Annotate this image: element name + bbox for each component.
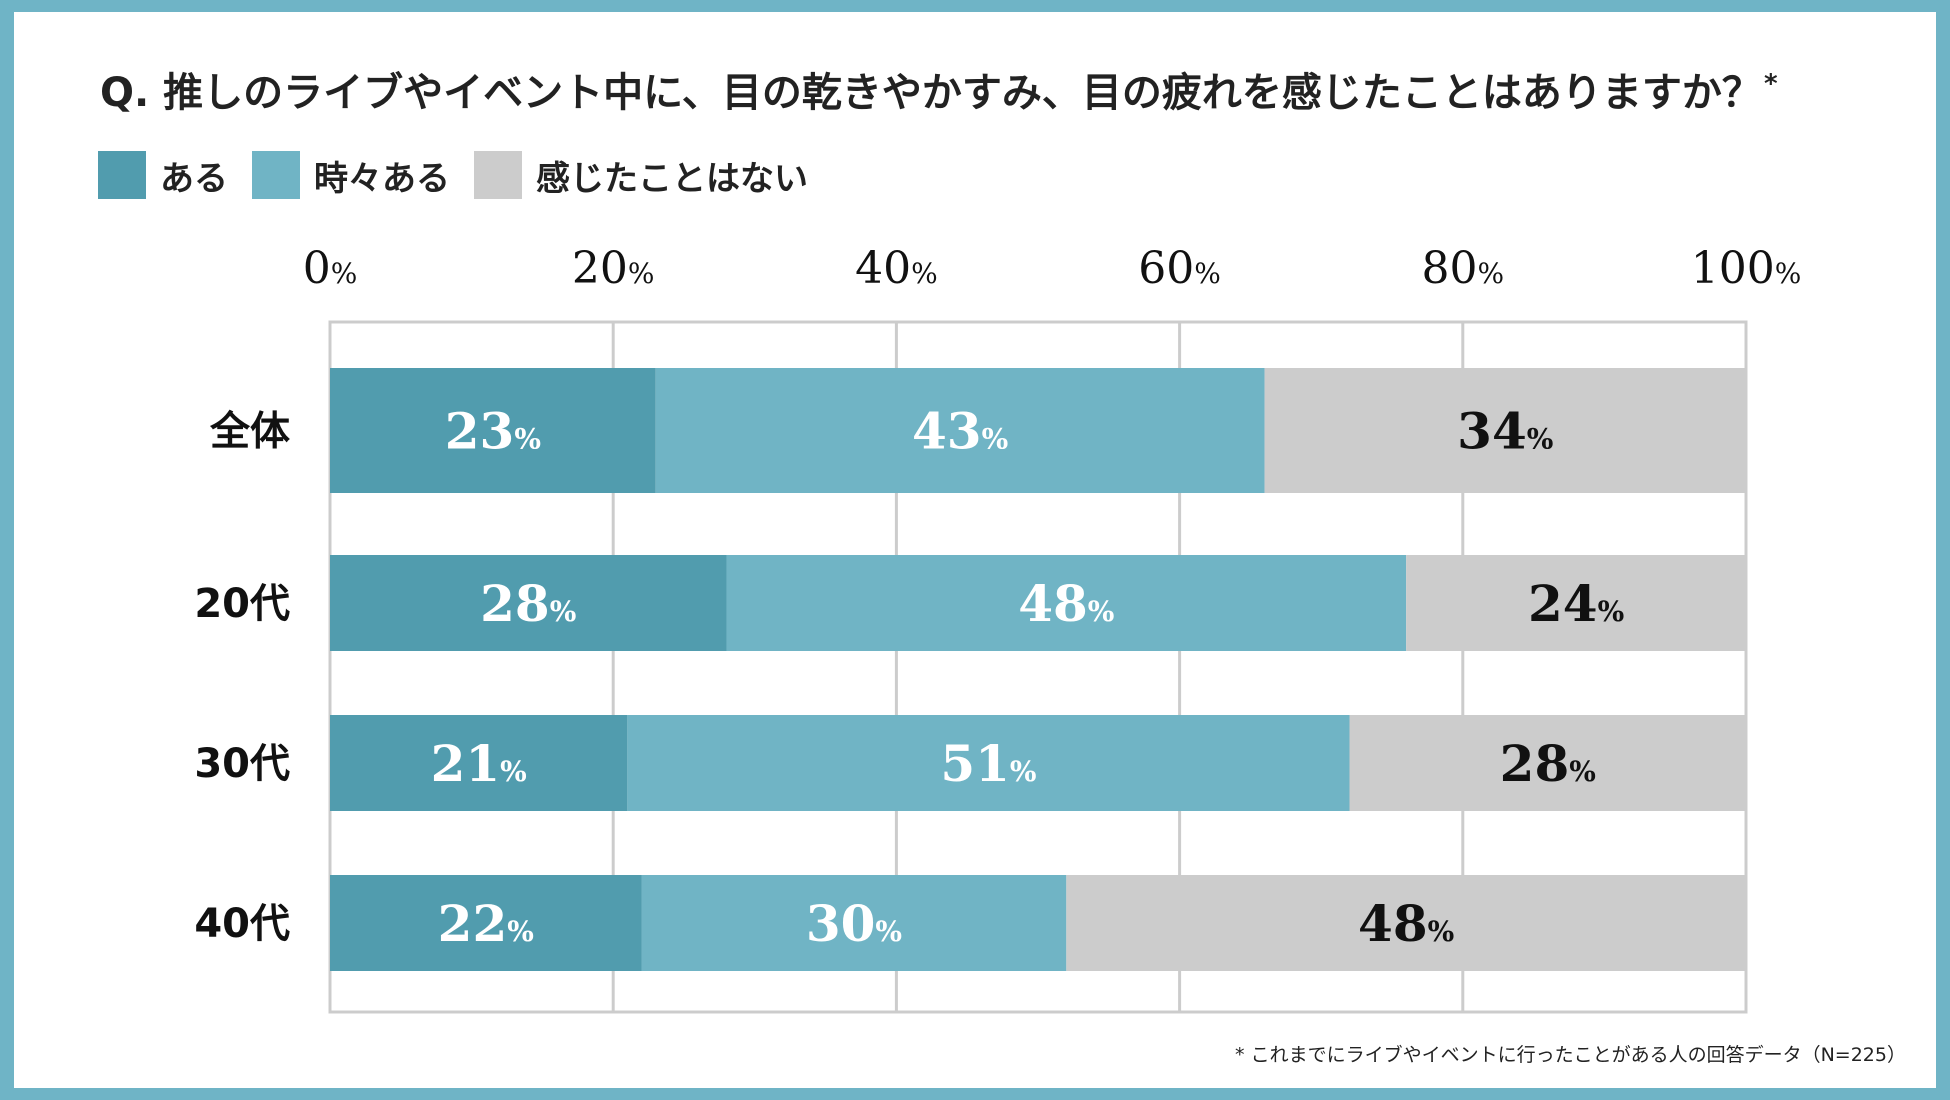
data-label-unit: % [1088,595,1115,628]
legend-swatch-nai [474,151,522,199]
data-label-unit: % [500,755,527,788]
legend-swatch-aru [98,151,146,199]
data-label-unit: % [875,915,902,948]
bar-segment-1-1 [726,555,1407,651]
legend-label-tokidoki: 時々ある [314,158,450,199]
data-label-unit: % [1527,423,1554,456]
bar-segment-0-1 [655,368,1265,493]
legend-swatch-tokidoki [252,151,300,199]
legend-item-nai: 感じたことはない [474,151,808,200]
legend-label-nai: 感じたことはない [536,158,808,199]
data-label-unit: % [1010,755,1037,788]
title-footnote-mark: * [1763,68,1778,99]
category-label-3: 40代 [194,901,290,947]
legend-label-aru: ある [160,158,228,199]
legend-item-aru: ある [98,151,228,200]
bar-segment-3-1 [641,875,1067,971]
tick-label-40: 40% [855,243,938,294]
category-label-1: 20代 [194,581,290,627]
tick-label-60: 60% [1138,243,1221,294]
bar-segment-3-2 [1066,875,1746,971]
bar-segment-1-2 [1406,555,1746,651]
legend-item-tokidoki: 時々ある [252,151,450,200]
category-label-2: 30代 [194,741,290,787]
bar-segment-1-0 [330,555,727,651]
legend: ある 時々ある 感じたことはない [98,150,832,200]
title-text: Q. 推しのライブやイベント中に、目の乾きやかすみ、目の疲れを感じたことはありま… [100,70,1762,116]
data-label-unit: % [550,595,577,628]
tick-label-0: 0% [303,243,358,294]
data-label-unit: % [514,423,541,456]
data-label-unit: % [507,915,534,948]
bar-segment-2-0 [330,715,628,811]
bar-segment-2-2 [1349,715,1746,811]
tick-label-80: 80% [1421,243,1504,294]
data-label-3-2: 48% [1358,894,1454,953]
bar-segment-0-0 [330,368,656,493]
tick-unit: % [911,257,938,290]
tick-unit: % [1194,257,1221,290]
tick-label-20: 20% [572,243,655,294]
tick-unit: % [1477,257,1504,290]
data-label-unit: % [982,423,1009,456]
tick-label-100: 100% [1691,243,1802,294]
data-label-unit: % [1428,915,1455,948]
bar-segment-3-0 [330,875,642,971]
chart-title: Q. 推しのライブやイベント中に、目の乾きやかすみ、目の疲れを感じたことはありま… [100,60,1778,118]
category-label-0: 全体 [209,409,290,455]
bar-segment-2-1 [627,715,1350,811]
footnote: * これまでにライブやイベントに行ったことがある人の回答データ（N=225） [1235,1044,1906,1066]
tick-unit: % [1775,257,1802,290]
data-label-unit: % [1598,595,1625,628]
tick-unit: % [628,257,655,290]
bar-segment-0-2 [1264,368,1746,493]
data-label-unit: % [1569,755,1596,788]
tick-unit: % [331,257,358,290]
